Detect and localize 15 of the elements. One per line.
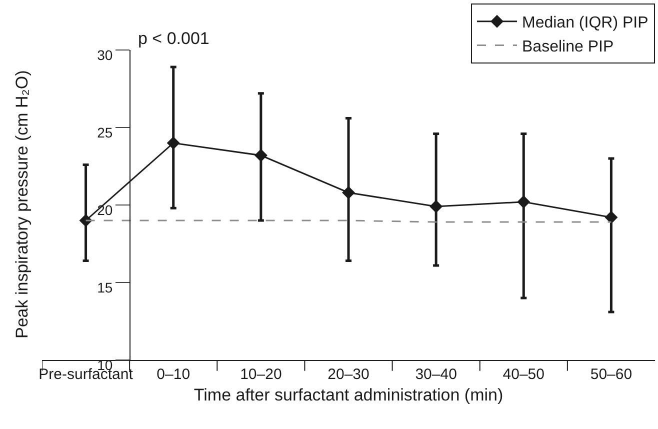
x-tick-label: 50–60 bbox=[590, 366, 632, 384]
y-axis-title: Peak inspiratory pressure (cm H₂O) bbox=[12, 70, 32, 338]
y-tick-label: 25 bbox=[97, 124, 113, 140]
x-tick-label: 10–20 bbox=[240, 366, 282, 384]
legend-label: Baseline PIP bbox=[522, 38, 614, 56]
x-tick-label: 0–10 bbox=[156, 366, 190, 384]
x-axis-title: Time after surfactant administration (min) bbox=[194, 386, 504, 404]
x-tick-label: 40–50 bbox=[502, 366, 544, 384]
y-tick-label: 30 bbox=[97, 46, 113, 63]
text: p < 0.001 bbox=[138, 29, 210, 48]
x-tick-label: 20–30 bbox=[328, 366, 370, 384]
y-tick-label: 20 bbox=[97, 202, 113, 218]
y-tick-label: 15 bbox=[97, 279, 113, 296]
x-tick-label: 30–40 bbox=[415, 366, 457, 384]
legend-label: Median (IQR) PIP bbox=[522, 14, 648, 32]
